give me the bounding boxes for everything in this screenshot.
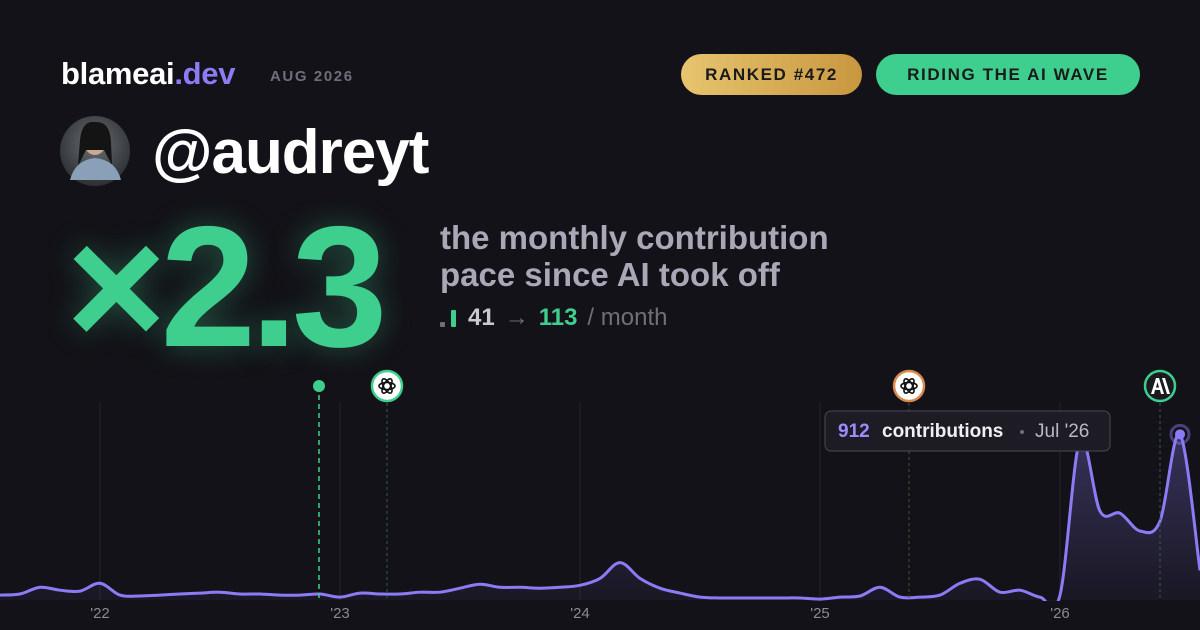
pace-after: 113: [538, 304, 578, 331]
x-tick-label: '23: [330, 605, 350, 622]
tooltip-box: [824, 410, 1111, 452]
description: the monthly contribution: [440, 219, 829, 256]
tooltip-separator: [1020, 430, 1024, 434]
pace-unit: / month: [587, 304, 668, 331]
pace-arrow: →: [504, 304, 529, 331]
event-dot: [313, 380, 325, 392]
area-fill: [0, 434, 1200, 601]
pace-before: 41: [468, 304, 495, 331]
avatar: [60, 116, 130, 186]
rank-badge: RANKED #472: [681, 54, 862, 95]
pace: 41 → 113 / month: [440, 304, 667, 332]
x-tick-label: '25: [810, 605, 830, 622]
pace-icon: [440, 310, 456, 327]
tooltip-value: 912: [838, 421, 870, 442]
status-badge: RIDING THE AI WAVE: [876, 54, 1140, 95]
description: pace since AI took off: [440, 256, 780, 293]
x-tick-label: '22: [90, 605, 110, 622]
date: AUG 2026: [270, 68, 354, 85]
tooltip-label: contributions: [882, 421, 1003, 442]
anthropic-icon: [1143, 369, 1177, 403]
highlight-point: [1175, 429, 1185, 440]
x-tick-label: '24: [570, 605, 590, 622]
tooltip-date: Jul '26: [1035, 421, 1089, 442]
tooltip: 912 contributions Jul '26: [824, 410, 1111, 452]
openai-icon: [892, 369, 926, 403]
area-series: [0, 432, 1200, 601]
handle: @audreyt: [152, 118, 429, 187]
multiplier: ×2.3: [66, 191, 388, 383]
brand: blameai.dev: [61, 56, 236, 92]
brand-tld: .dev: [174, 56, 236, 91]
x-tick-label: '26: [1050, 605, 1070, 622]
brand-name: blameai: [61, 56, 175, 91]
event-markers: [313, 369, 1177, 600]
highlight-ring: [1169, 423, 1191, 445]
line: [0, 432, 1200, 601]
openai-icon: [370, 369, 404, 403]
